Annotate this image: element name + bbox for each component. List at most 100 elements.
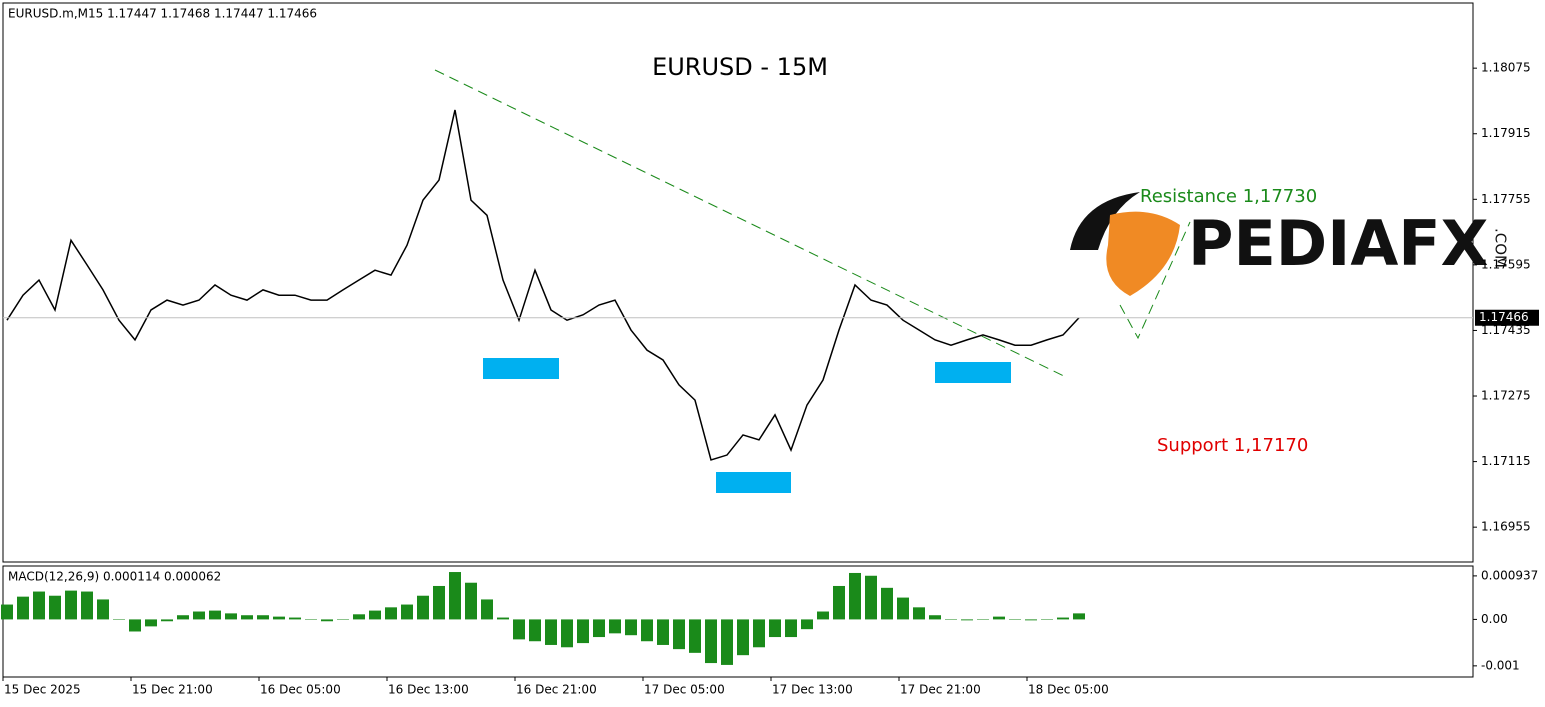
- macd-bar: [929, 615, 941, 620]
- macd-bar: [193, 611, 205, 620]
- macd-bar: [865, 575, 877, 620]
- y-tick-label: 0.00: [1481, 612, 1508, 626]
- macd-bar: [529, 619, 541, 642]
- macd-bar: [673, 619, 685, 650]
- macd-bar: [401, 604, 413, 620]
- macd-bar: [113, 619, 125, 620]
- macd-bar: [497, 617, 509, 620]
- macd-bar: [641, 619, 653, 642]
- logo-suffix: .COM: [1492, 228, 1510, 268]
- macd-bar: [1057, 617, 1069, 620]
- x-tick-label: 17 Dec 21:00: [900, 683, 981, 697]
- support-zone: [716, 472, 791, 493]
- macd-bar: [769, 619, 781, 638]
- macd-bar: [129, 619, 141, 632]
- macd-bar: [1041, 619, 1053, 620]
- macd-bar: [353, 614, 365, 620]
- x-tick-label: 17 Dec 13:00: [772, 683, 853, 697]
- macd-bar: [1, 604, 13, 620]
- macd-bar: [817, 611, 829, 620]
- price-panel: [2, 2, 1474, 563]
- macd-bar: [241, 615, 253, 620]
- macd-bar: [385, 607, 397, 620]
- y-tick-label: 1.16955: [1481, 520, 1531, 534]
- x-tick-label: 16 Dec 21:00: [516, 683, 597, 697]
- macd-title: MACD(12,26,9) 0.000114 0.000062: [8, 570, 221, 584]
- macd-bar: [1009, 619, 1021, 620]
- macd-bar: [449, 572, 461, 620]
- macd-bar: [689, 619, 701, 653]
- logo-mark: [1106, 211, 1180, 296]
- logo-swoosh: [1070, 192, 1140, 250]
- macd-bar: [785, 619, 797, 638]
- macd-bar: [625, 619, 637, 636]
- macd-bar: [561, 619, 573, 648]
- macd-bar: [801, 619, 813, 630]
- support-zone: [935, 362, 1011, 383]
- last-price-box: [1475, 309, 1539, 326]
- macd-bar: [369, 610, 381, 620]
- macd-bar: [897, 597, 909, 620]
- x-tick-label: 16 Dec 05:00: [260, 683, 341, 697]
- y-tick-label: -0.001: [1481, 658, 1520, 672]
- macd-bar: [481, 599, 493, 620]
- y-tick-label: 1.17275: [1481, 389, 1531, 403]
- x-tick-label: 15 Dec 21:00: [132, 683, 213, 697]
- macd-bar: [1073, 613, 1085, 620]
- macd-bar: [705, 619, 717, 664]
- macd-bar: [433, 585, 445, 620]
- macd-bar: [177, 615, 189, 620]
- x-tick-label: 16 Dec 13:00: [388, 683, 469, 697]
- y-tick-label: 1.17435: [1481, 323, 1531, 337]
- macd-bar: [305, 619, 317, 620]
- macd-bar: [273, 616, 285, 620]
- macd-bar: [593, 619, 605, 638]
- y-tick-label: 1.17115: [1481, 454, 1531, 468]
- macd-bar: [977, 619, 989, 620]
- x-tick-label: 17 Dec 05:00: [644, 683, 725, 697]
- macd-panel: [2, 565, 1474, 678]
- logo-text: PEDIAFX: [1188, 207, 1488, 280]
- macd-bar: [849, 572, 861, 620]
- macd-bar: [81, 591, 93, 620]
- macd-bar: [465, 582, 477, 620]
- macd-bar: [993, 616, 1005, 620]
- macd-bar: [513, 619, 525, 640]
- macd-bar: [257, 615, 269, 620]
- y-tick-label: 1.17755: [1481, 192, 1531, 206]
- macd-bar: [945, 619, 957, 620]
- macd-bar: [961, 619, 973, 621]
- macd-bar: [721, 619, 733, 665]
- macd-bar: [209, 610, 221, 620]
- macd-bar: [833, 585, 845, 620]
- macd-bar: [225, 613, 237, 620]
- logo: PEDIAFX .COM: [1070, 192, 1510, 296]
- macd-bar: [65, 590, 77, 620]
- annotation: Support 1,17170: [1157, 435, 1308, 456]
- macd-bar: [737, 619, 749, 656]
- macd-bar: [321, 619, 333, 622]
- macd-bar: [609, 619, 621, 634]
- macd-bar: [1025, 619, 1037, 621]
- x-tick-label: 18 Dec 05:00: [1028, 683, 1109, 697]
- chart-title: EURUSD - 15M: [652, 53, 828, 81]
- macd-bar: [577, 619, 589, 644]
- macd-bar: [753, 619, 765, 648]
- y-tick-label: 1.18075: [1481, 61, 1531, 75]
- y-tick-label: 0.000937: [1481, 568, 1538, 582]
- macd-bar: [49, 595, 61, 620]
- support-zone: [483, 358, 559, 379]
- macd-bar: [33, 591, 45, 620]
- macd-bar: [289, 617, 301, 620]
- last-price-label: 1.17466: [1479, 310, 1529, 324]
- macd-bar: [657, 619, 669, 645]
- y-tick-label: 1.17915: [1481, 126, 1531, 140]
- macd-bar: [97, 599, 109, 620]
- projection-arrow: [1119, 221, 1191, 340]
- macd-bar: [161, 619, 173, 622]
- annotation: Resistance 1,17730: [1140, 186, 1317, 207]
- symbol-info: EURUSD.m,M15 1.17447 1.17468 1.17447 1.1…: [8, 7, 317, 21]
- trend-line: [434, 69, 1069, 379]
